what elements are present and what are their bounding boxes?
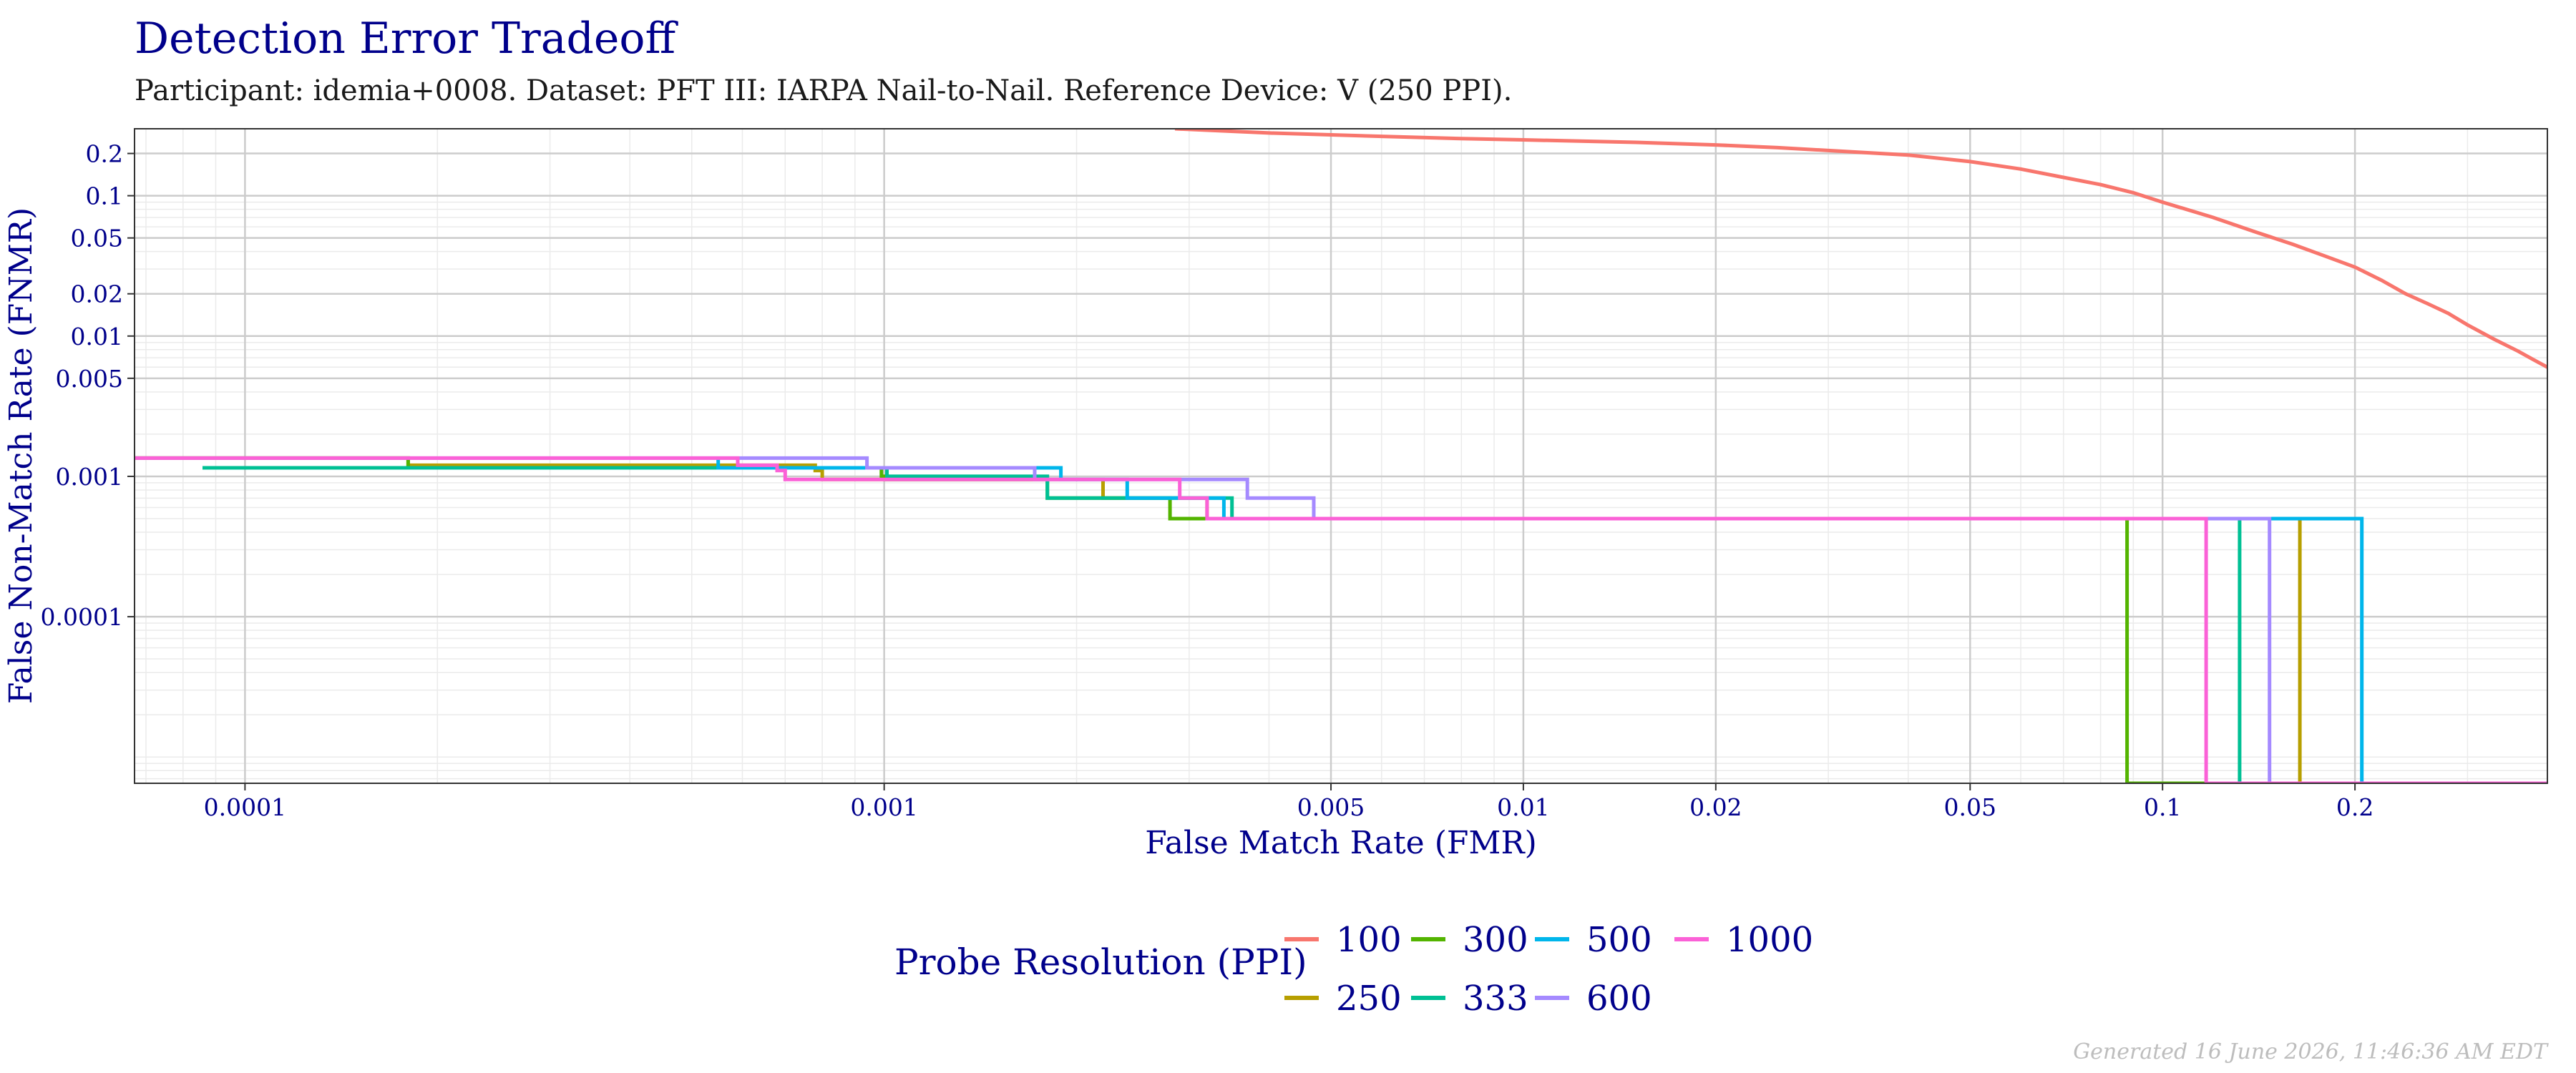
x-tick-label: 0.1: [2144, 793, 2181, 821]
legend-title: Probe Resolution (PPI): [894, 941, 1307, 983]
y-tick-label: 0.02: [71, 280, 123, 308]
y-tick-label: 0.001: [56, 463, 123, 491]
series-layer: [135, 129, 2547, 783]
x-tick-label: 0.0001: [204, 793, 286, 821]
series-line-600: [135, 456, 2547, 783]
y-tick-label: 0.0001: [41, 603, 123, 631]
legend-items: 100 250 300 333 500 600 1000: [1284, 920, 1813, 1019]
y-tick-label: 0.05: [71, 225, 123, 253]
legend: Probe Resolution (PPI) 100 250 300 333 500 60…: [894, 920, 1813, 1019]
y-tick-label: 0.005: [56, 365, 123, 393]
chart-subtitle: Participant: idemia+0008. Dataset: PFT I…: [135, 74, 1512, 107]
x-axis: 0.0001 0.001 0.005 0.01 0.02 0.05 0.1 0.2: [204, 783, 2373, 821]
chart-title: Detection Error Tradeoff: [135, 14, 679, 64]
legend-label-250: 250: [1336, 979, 1402, 1019]
legend-label-1000: 1000: [1726, 920, 1813, 960]
x-tick-label: 0.01: [1497, 793, 1549, 821]
legend-label-300: 300: [1463, 920, 1528, 960]
legend-label-500: 500: [1586, 920, 1652, 960]
x-axis-title: False Match Rate (FMR): [1145, 825, 1537, 861]
plot-border: [134, 128, 2548, 784]
generated-timestamp: Generated 16 June 2026, 11:46:36 AM EDT: [2073, 1039, 2549, 1064]
y-tick-label: 0.2: [86, 140, 123, 168]
y-axis-title: False Non-Match Rate (FNMR): [3, 207, 39, 704]
x-tick-label: 0.02: [1689, 793, 1742, 821]
x-tick-label: 0.2: [2336, 793, 2373, 821]
legend-label-333: 333: [1463, 979, 1528, 1019]
legend-label-600: 600: [1586, 979, 1652, 1019]
series-line-100: [1174, 129, 2547, 369]
x-tick-label: 0.05: [1944, 793, 1996, 821]
series-line-1000: [135, 456, 2547, 783]
x-tick-label: 0.001: [850, 793, 917, 821]
y-tick-label: 0.01: [71, 323, 123, 351]
x-tick-label: 0.005: [1297, 793, 1365, 821]
y-axis: 0.0001 0.001 0.005 0.01 0.02 0.05 0.1 0.2: [41, 140, 135, 631]
plot-area: [134, 128, 2548, 784]
y-tick-label: 0.1: [86, 182, 123, 210]
legend-label-100: 100: [1336, 920, 1402, 960]
